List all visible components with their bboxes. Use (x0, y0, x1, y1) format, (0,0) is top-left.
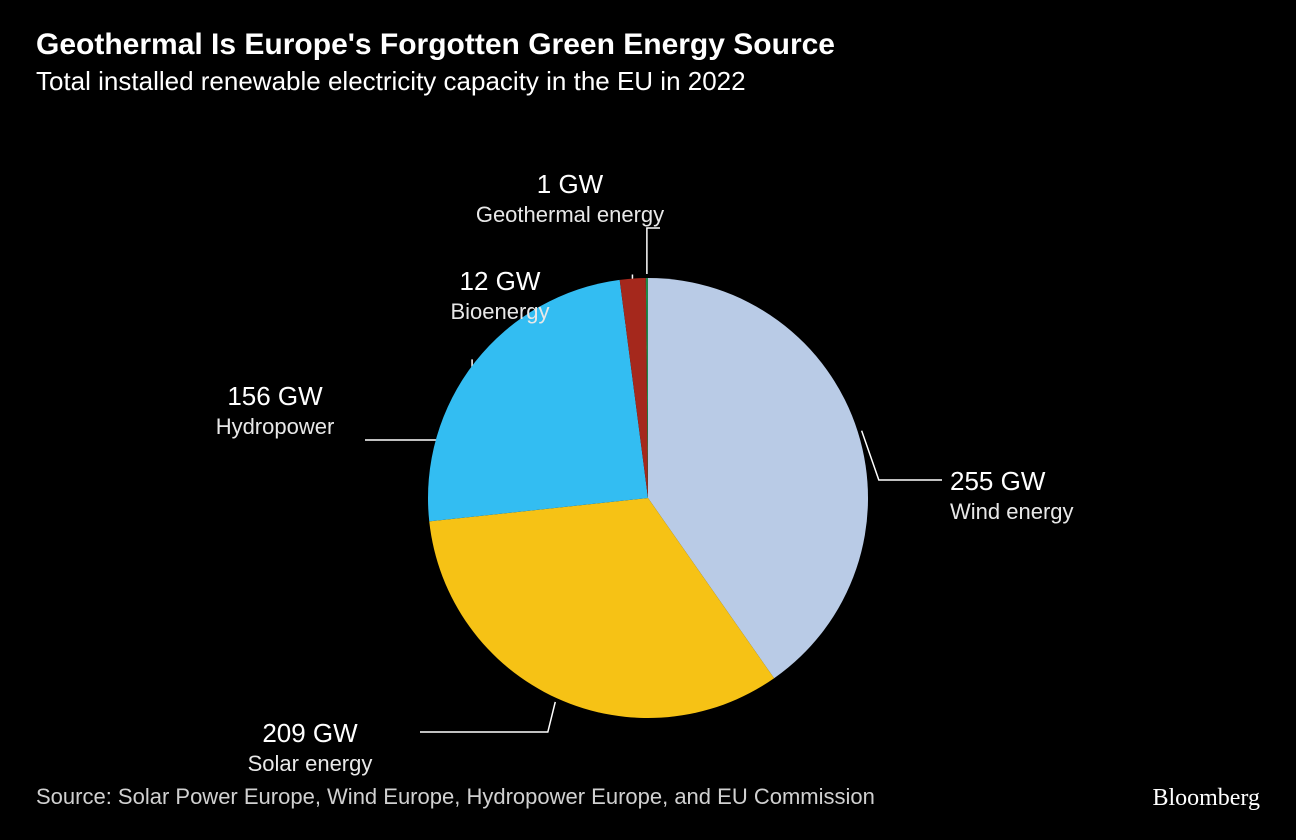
slice-name: Bioenergy (380, 298, 620, 326)
slice-value: 12 GW (380, 265, 620, 298)
slice-name: Solar energy (190, 750, 430, 778)
slice-label: 209 GWSolar energy (190, 717, 430, 777)
brand-logo: Bloomberg (1152, 785, 1260, 812)
slice-name: Wind energy (950, 498, 1074, 526)
slice-label: 1 GWGeothermal energy (450, 168, 690, 228)
leader-line (862, 431, 942, 480)
source-text: Source: Solar Power Europe, Wind Europe,… (36, 784, 875, 810)
slice-value: 209 GW (190, 717, 430, 750)
slice-label: 12 GWBioenergy (380, 265, 620, 325)
chart-subtitle: Total installed renewable electricity ca… (36, 66, 746, 97)
chart-area: 255 GWWind energy209 GWSolar energy156 G… (0, 120, 1296, 760)
slice-name: Hydropower (155, 413, 395, 441)
slice-name: Geothermal energy (450, 201, 690, 229)
slice-value: 1 GW (450, 168, 690, 201)
slice-label: 255 GWWind energy (950, 465, 1074, 525)
slice-value: 156 GW (155, 380, 395, 413)
pie-chart (428, 278, 868, 718)
leader-line (647, 228, 660, 274)
chart-title: Geothermal Is Europe's Forgotten Green E… (36, 28, 835, 62)
slice-label: 156 GWHydropower (155, 380, 395, 440)
slice-value: 255 GW (950, 465, 1074, 498)
